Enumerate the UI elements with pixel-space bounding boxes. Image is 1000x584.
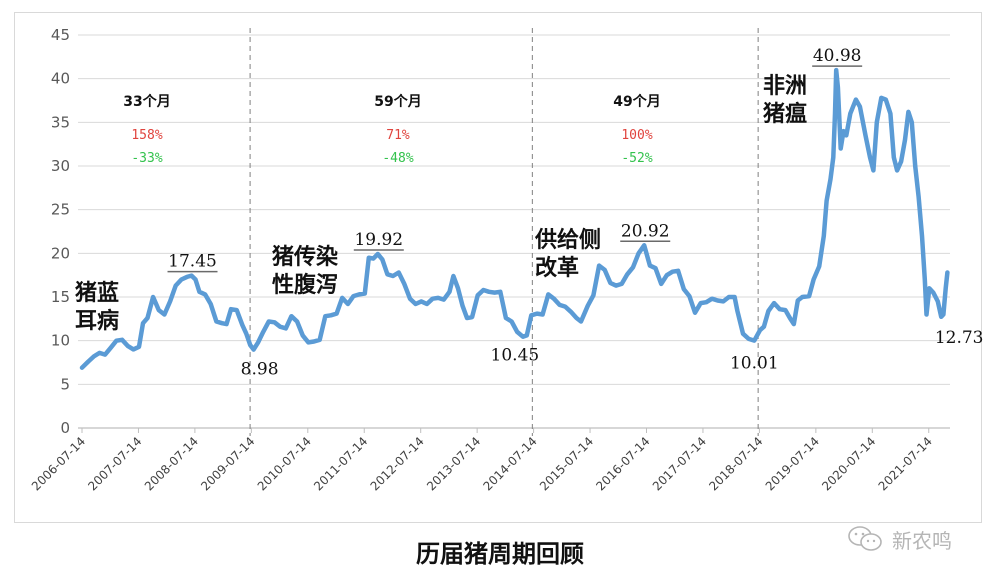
cycle-fall: -48%: [382, 151, 413, 166]
x-tick-label: 2007-07-14: [85, 434, 144, 493]
cycle-dividers: [249, 28, 759, 436]
cycle-rise: 71%: [386, 128, 410, 143]
y-axis: 0 5 10 15 20 25 30 35 40 45: [51, 26, 70, 437]
x-tick-label: 2020-07-14: [819, 434, 878, 493]
event-label: 猪蓝: [75, 280, 119, 306]
cycle-fall: -33%: [131, 151, 162, 166]
event-label: 非洲: [763, 74, 807, 99]
x-tick-label: 2013-07-14: [424, 434, 483, 493]
peak-label: 40.98: [813, 46, 862, 66]
x-tick-label: 2010-07-14: [255, 434, 314, 493]
event-label: 供给侧: [534, 227, 601, 253]
cycle-duration: 49个月: [613, 93, 660, 110]
x-tick-label: 2009-07-14: [198, 434, 257, 493]
watermark: 新农鸣: [846, 524, 952, 554]
x-tick-label: 2006-07-14: [29, 434, 88, 493]
trough-label: 10.45: [491, 346, 540, 366]
x-tick-label: 2012-07-14: [368, 434, 427, 493]
event-label: 猪传染: [272, 244, 338, 270]
trough-label: 10.01: [730, 354, 779, 374]
gridlines: [78, 34, 950, 429]
y-tick-label: 45: [51, 26, 70, 44]
cycle-rise: 158%: [131, 128, 162, 143]
x-tick-label: 2014-07-14: [481, 434, 540, 493]
peak-label: 20.92: [621, 221, 670, 241]
watermark-text: 新农鸣: [892, 528, 952, 553]
event-label: 猪瘟: [763, 101, 807, 127]
wechat-icon: [848, 526, 882, 551]
event-label: 改革: [535, 255, 579, 281]
y-tick-label: 10: [51, 332, 70, 350]
price-line: [79, 67, 950, 370]
event-label: 耳病: [75, 308, 119, 334]
cycle-duration: 33个月: [123, 93, 170, 110]
y-tick-label: 15: [51, 288, 70, 306]
y-tick-label: 25: [51, 201, 70, 219]
trough-label: 8.98: [241, 360, 279, 380]
cycle-stats: 33个月 158% -33% 59个月 71% -48% 49个月 100% -52%: [123, 93, 660, 166]
y-tick-label: 5: [60, 375, 70, 393]
chart-title: 历届猪周期回顾: [416, 540, 584, 568]
trough-label: 12.73: [935, 328, 984, 348]
cycle-fall: -52%: [621, 151, 652, 166]
x-tick-label: 2019-07-14: [763, 434, 822, 493]
x-tick-label: 2011-07-14: [311, 434, 370, 493]
y-tick-label: 30: [51, 157, 70, 175]
y-tick-label: 40: [51, 70, 70, 88]
x-tick-label: 2018-07-14: [706, 434, 765, 493]
annotations: 17.45 19.92 20.92 40.98 8.98 10.45 10.01 12.73 猪…: [75, 46, 984, 379]
x-tick-label: 2015-07-14: [537, 434, 596, 493]
event-label: 性腹泻: [272, 272, 338, 298]
x-tick-label: 2017-07-14: [650, 434, 709, 493]
y-tick-label: 0: [60, 419, 70, 437]
y-tick-label: 35: [51, 113, 70, 131]
y-tick-label: 20: [51, 244, 70, 262]
x-tick-label: 2016-07-14: [593, 434, 652, 493]
x-tick-label: 2021-07-14: [876, 434, 935, 493]
cycle-duration: 59个月: [374, 93, 421, 110]
peak-label: 17.45: [168, 252, 217, 272]
x-axis: 2006-07-142007-07-142008-07-142009-07-14…: [29, 428, 935, 493]
cycle-rise: 100%: [621, 128, 652, 143]
peak-label: 19.92: [354, 230, 403, 250]
x-tick-label: 2008-07-14: [142, 434, 201, 493]
